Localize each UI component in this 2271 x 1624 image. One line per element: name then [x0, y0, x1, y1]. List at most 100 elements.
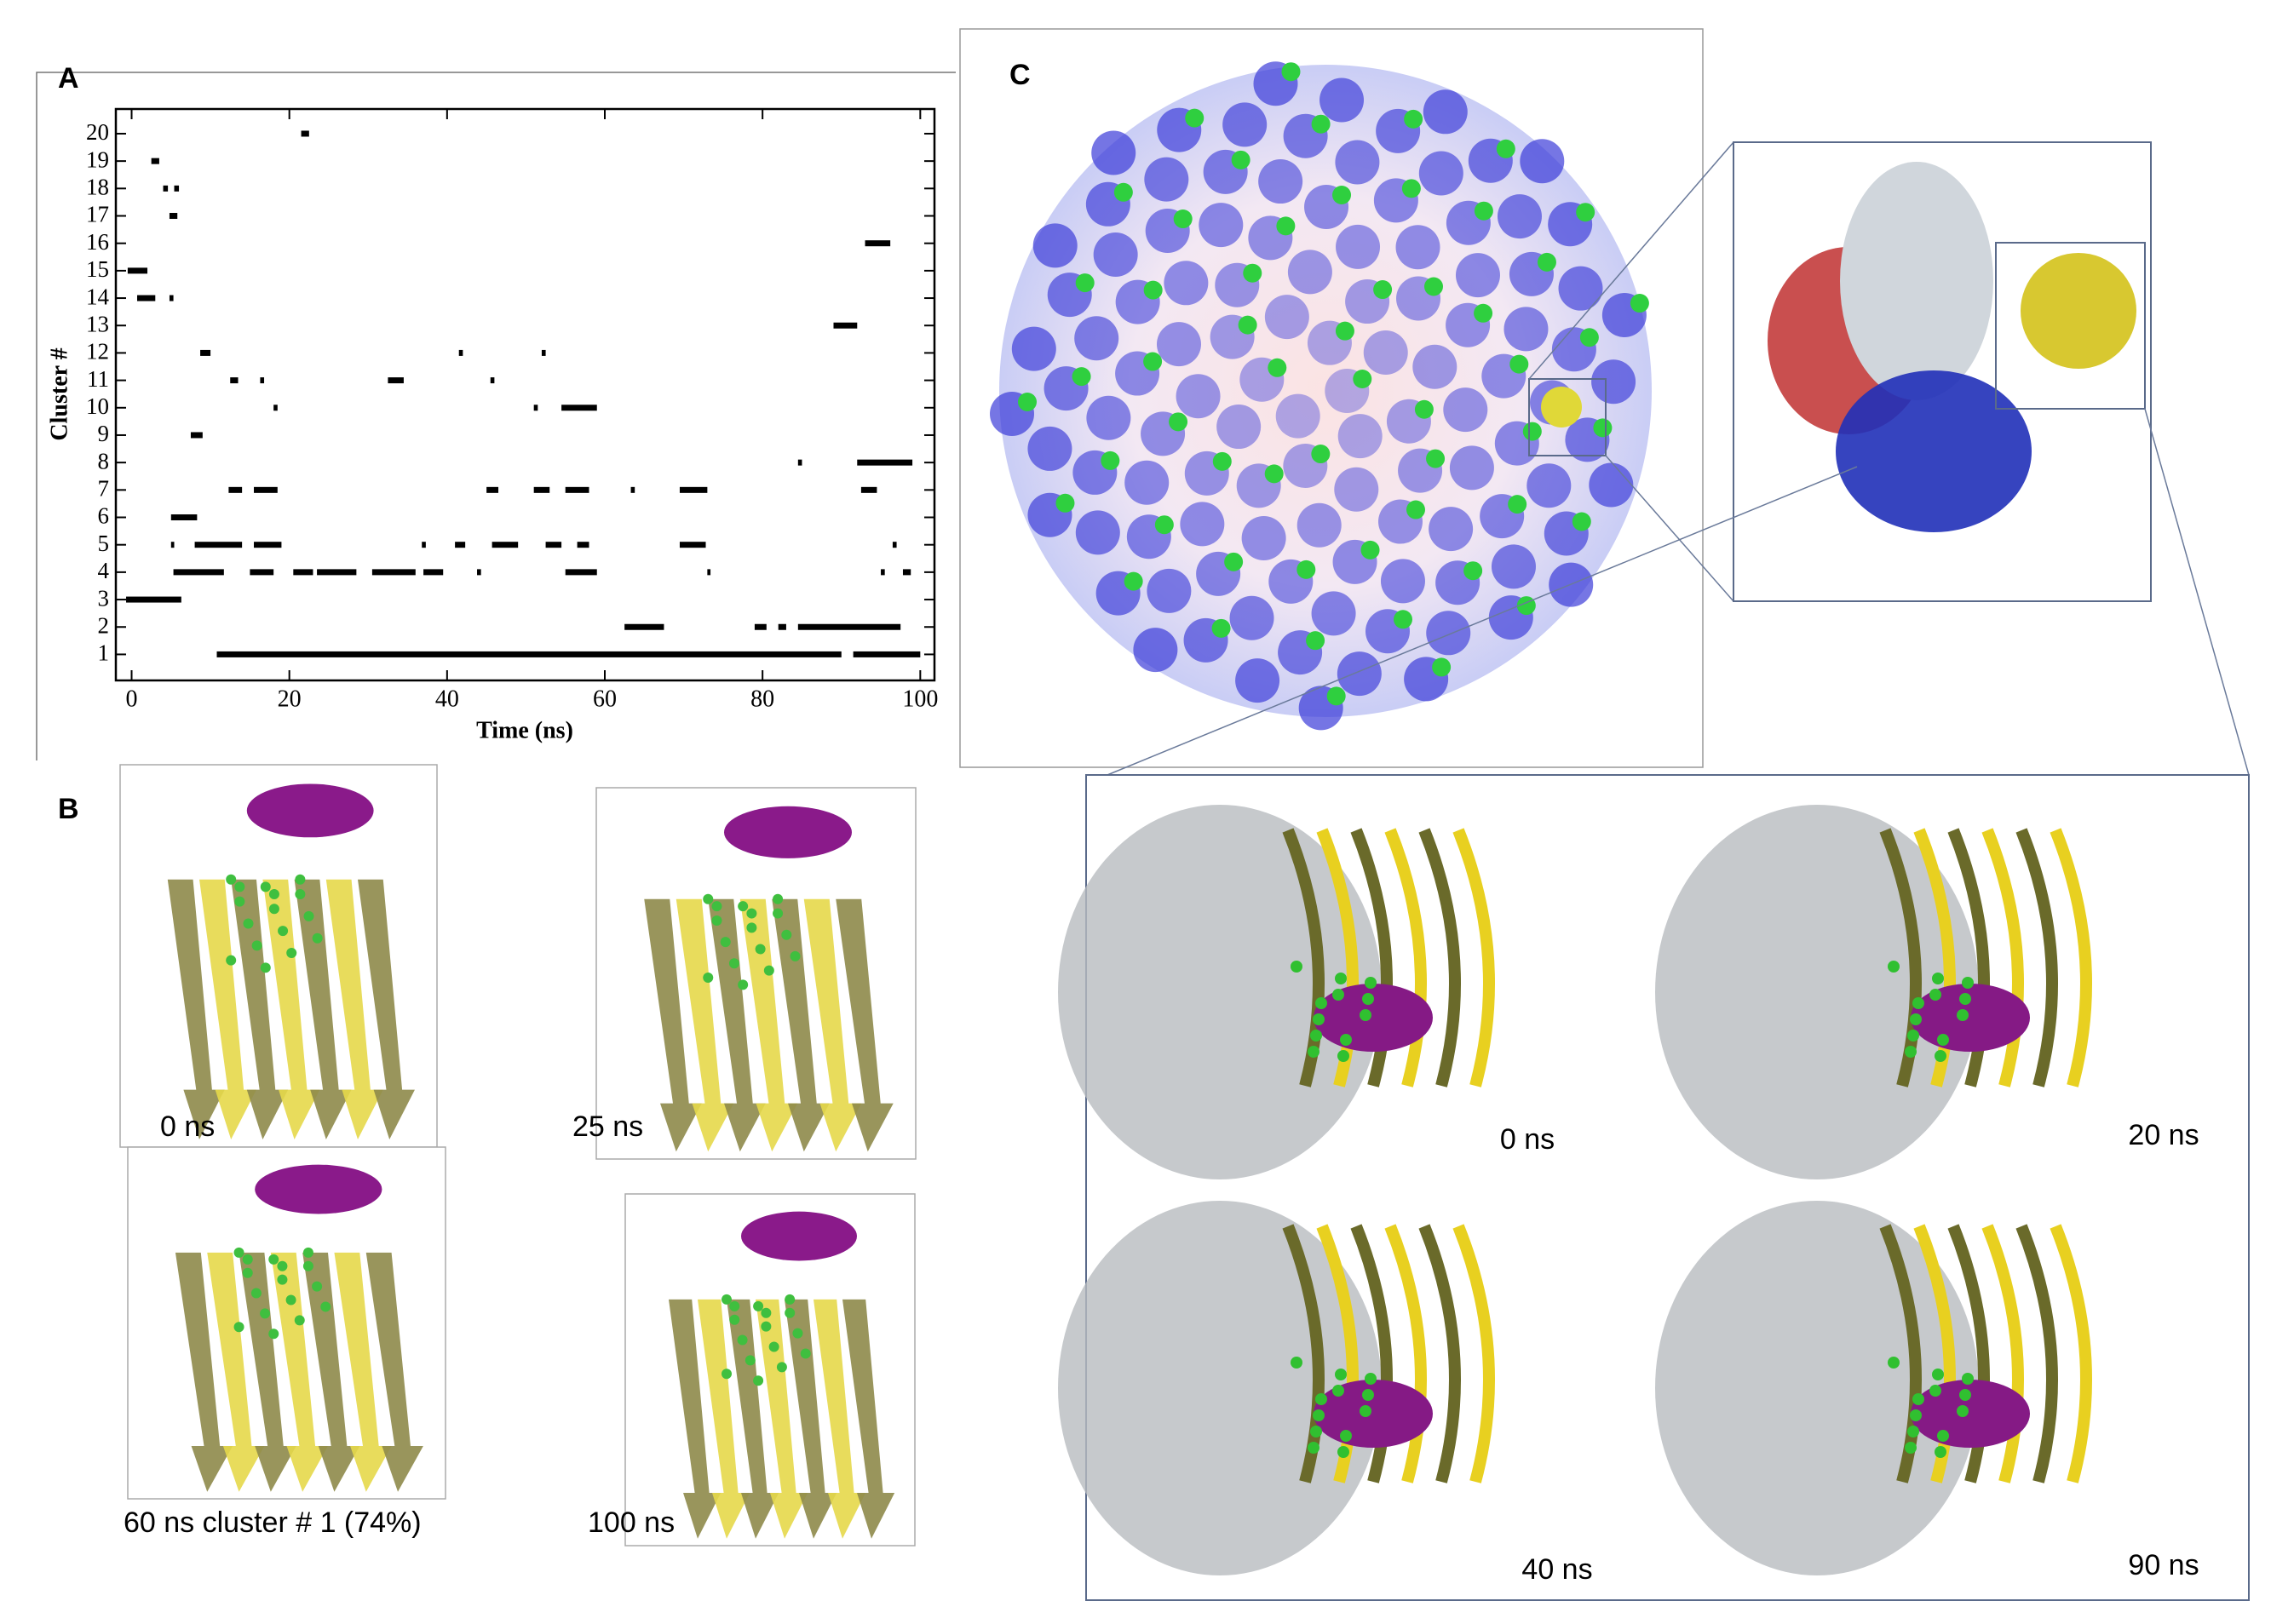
segment [492, 542, 519, 548]
zoom-box [1528, 378, 1607, 456]
strand [239, 1252, 296, 1492]
ligand [1401, 179, 1421, 198]
ligand [260, 1308, 271, 1319]
ligand [746, 908, 757, 919]
capsomer [1086, 395, 1131, 440]
segment [194, 542, 243, 548]
ligand [1154, 515, 1174, 535]
helix [255, 1164, 382, 1214]
ligand [1281, 62, 1301, 82]
protein-yellow [2021, 253, 2136, 369]
capsomer [1418, 151, 1463, 196]
zoom-line [1605, 455, 1734, 602]
ligand [1291, 961, 1302, 973]
segment [490, 377, 495, 384]
ligand [1326, 686, 1346, 706]
segment [679, 542, 706, 548]
segment [200, 349, 211, 356]
ligand [1912, 997, 1924, 1009]
ligand [226, 874, 237, 885]
capsomer [1229, 595, 1274, 640]
ligand [312, 933, 323, 944]
panel-label: C [1009, 59, 1031, 91]
ligand [1432, 657, 1452, 677]
ligand [1959, 1389, 1971, 1401]
capsomer [1164, 261, 1209, 306]
strand [785, 1299, 837, 1539]
segment [565, 486, 589, 493]
ligand [738, 979, 749, 990]
strand [708, 898, 766, 1152]
capsomer [1074, 316, 1119, 361]
helix [1911, 1380, 2030, 1448]
segment [250, 569, 274, 576]
ligand [1426, 449, 1446, 468]
ligand [728, 958, 739, 969]
segment [797, 459, 802, 466]
ligand [1474, 303, 1493, 323]
capsomer [1526, 463, 1572, 508]
panel-label: A [58, 62, 79, 95]
segment [458, 349, 463, 356]
surface [1655, 805, 1979, 1179]
strand [199, 879, 256, 1140]
ligand [302, 1260, 313, 1271]
ligand [1360, 540, 1380, 560]
ligand [1365, 1373, 1377, 1385]
panel-label: B [58, 793, 79, 825]
capsomer [1449, 445, 1494, 491]
capsomer [1491, 544, 1536, 589]
ligand [1537, 252, 1556, 272]
ligand [1576, 203, 1595, 222]
segment [136, 295, 156, 301]
ligand [722, 1369, 732, 1380]
protein-blue [1836, 370, 2032, 532]
ligand [1630, 294, 1649, 313]
ligand [1211, 618, 1231, 638]
ligand [1959, 993, 1971, 1005]
ligand [1268, 358, 1287, 377]
y-tick-label: 1 [98, 640, 110, 666]
segment [881, 569, 885, 576]
ligand [1362, 1389, 1374, 1401]
segment [169, 295, 174, 301]
strand [358, 879, 415, 1140]
ligand [260, 962, 271, 973]
ligand [1143, 280, 1163, 300]
ligand [729, 1314, 740, 1325]
capsomer [1180, 502, 1225, 547]
strand [1452, 1224, 1495, 1483]
zoom-box [1995, 242, 2146, 410]
strand [1947, 1224, 1990, 1483]
ligand [242, 1254, 253, 1265]
segment [126, 596, 181, 603]
ligand [1311, 445, 1331, 464]
helix [1314, 1380, 1433, 1448]
ligand [1929, 1385, 1941, 1397]
capsomer [1075, 510, 1120, 555]
ligand [1907, 1426, 1919, 1437]
ligand [1509, 354, 1529, 374]
zoom-line [1107, 466, 1858, 776]
segment [797, 623, 901, 630]
ligand [1406, 500, 1426, 519]
highlight [1541, 387, 1582, 428]
capsomer [1412, 344, 1457, 389]
ligand [286, 948, 297, 959]
ligand [1579, 328, 1599, 347]
ligand [320, 1301, 331, 1312]
y-tick-label: 14 [86, 284, 110, 309]
ligand [295, 888, 306, 899]
segment [565, 569, 597, 576]
ligand [260, 881, 271, 892]
ligand [1306, 631, 1325, 651]
segment [163, 185, 169, 192]
panel-b: 0 ns 25 ns 60 ns cluster # 1 (74%) 100 ns [119, 764, 917, 1547]
segment [254, 542, 282, 548]
ligand [1075, 273, 1095, 293]
caption: 60 ns cluster # 1 (74%) [124, 1506, 422, 1539]
y-tick-label: 13 [86, 311, 109, 336]
segment [190, 432, 203, 439]
segment [422, 542, 426, 548]
